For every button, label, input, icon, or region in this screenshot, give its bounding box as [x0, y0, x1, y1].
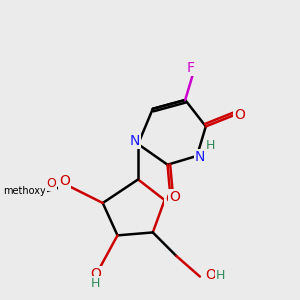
Text: methoxy: methoxy	[31, 193, 37, 194]
Text: H: H	[216, 268, 225, 282]
Text: F: F	[187, 61, 195, 75]
Text: O: O	[46, 177, 56, 190]
Text: O: O	[205, 268, 216, 282]
Text: O: O	[59, 174, 70, 188]
Text: O: O	[90, 267, 101, 280]
Text: N: N	[195, 150, 205, 164]
Text: O: O	[165, 192, 176, 206]
Text: H: H	[206, 139, 215, 152]
Text: N: N	[130, 134, 140, 148]
Text: O: O	[234, 108, 245, 122]
Text: methoxy: methoxy	[3, 186, 46, 196]
Text: O: O	[169, 190, 180, 204]
Text: H: H	[91, 278, 100, 290]
